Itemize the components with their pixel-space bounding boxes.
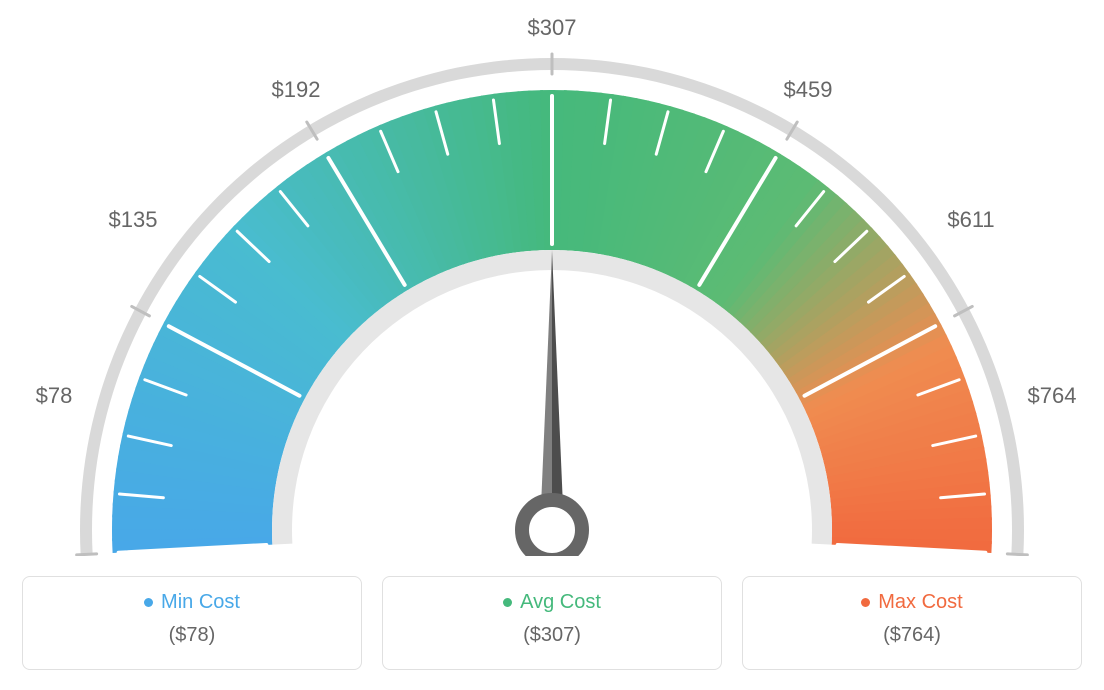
dot-icon xyxy=(503,598,512,607)
legend-row: Min Cost ($78) Avg Cost ($307) Max Cost … xyxy=(20,576,1084,670)
chart-container: $78 $135 $192 $307 $459 $611 $764 Min Cost ($7… xyxy=(0,0,1104,690)
dot-icon xyxy=(861,598,870,607)
legend-title-avg: Avg Cost xyxy=(503,591,601,614)
legend-card-max: Max Cost ($764) xyxy=(742,576,1082,670)
legend-title-max: Max Cost xyxy=(861,591,962,614)
legend-card-min: Min Cost ($78) xyxy=(22,576,362,670)
gauge-chart: $78 $135 $192 $307 $459 $611 $764 xyxy=(0,0,1104,556)
legend-value: ($307) xyxy=(383,624,721,647)
gauge-tick-label: $192 xyxy=(272,77,321,103)
gauge-tick-label: $459 xyxy=(784,77,833,103)
legend-title-min: Min Cost xyxy=(144,591,240,614)
gauge-tick-label: $135 xyxy=(109,207,158,233)
legend-card-avg: Avg Cost ($307) xyxy=(382,576,722,670)
legend-label: Max Cost xyxy=(878,591,962,614)
gauge-tick-label: $307 xyxy=(528,15,577,41)
gauge-tick-label: $611 xyxy=(947,207,994,233)
legend-value: ($764) xyxy=(743,624,1081,647)
legend-label: Min Cost xyxy=(161,591,240,614)
legend-value: ($78) xyxy=(23,624,361,647)
legend-label: Avg Cost xyxy=(520,591,601,614)
gauge-svg xyxy=(0,0,1104,556)
dot-icon xyxy=(144,598,153,607)
gauge-tick-label: $764 xyxy=(1028,383,1077,409)
gauge-tick-label: $78 xyxy=(36,383,73,409)
